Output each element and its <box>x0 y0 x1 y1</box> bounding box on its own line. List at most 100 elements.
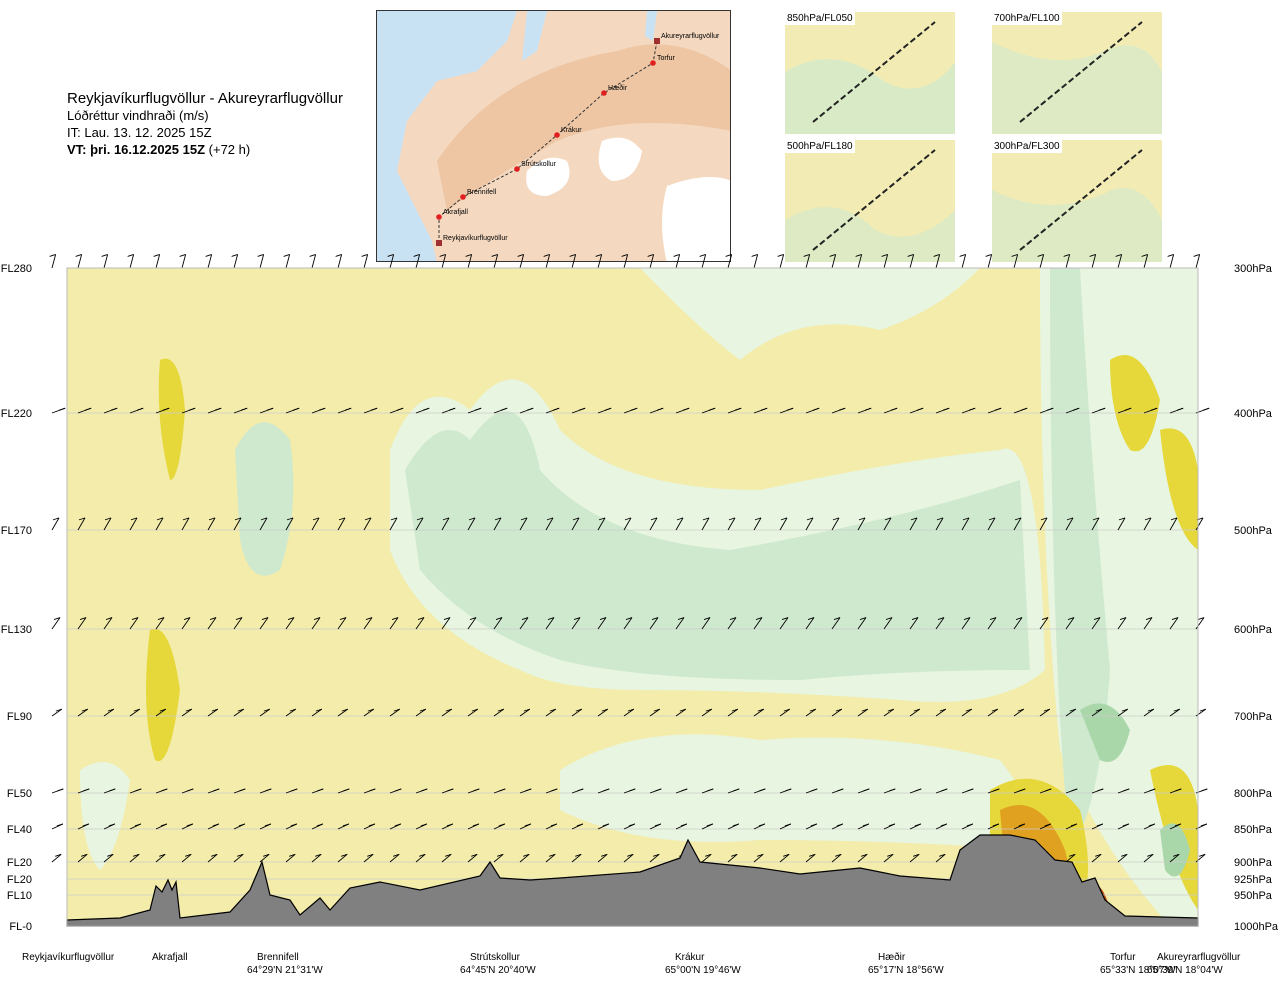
wind-barb-flag <box>735 407 742 411</box>
map-marker <box>514 166 520 172</box>
wind-barb-flag <box>289 853 296 857</box>
wind-barb-flag <box>335 254 342 257</box>
wind-barb <box>441 853 452 863</box>
wind-barb-flag <box>345 407 352 411</box>
wind-barb-flag <box>754 517 762 521</box>
wind-barb <box>363 517 372 531</box>
wind-barb-flag <box>447 788 454 792</box>
wind-barb <box>831 708 843 717</box>
map-marker <box>460 194 466 200</box>
wind-contour <box>405 411 1030 680</box>
wind-barb <box>181 708 193 717</box>
wind-barb <box>727 853 738 863</box>
wind-barb-flag <box>494 517 502 521</box>
wind-barb-flag <box>647 254 654 257</box>
wind-barb <box>753 853 764 863</box>
wind-barb-flag <box>420 823 428 827</box>
wind-barb-flag <box>579 407 586 411</box>
wind-barb-flag <box>81 853 88 857</box>
wind-barb <box>259 254 265 269</box>
wind-barb-flag <box>547 617 555 620</box>
wind-barb <box>831 853 842 863</box>
wind-barb-flag <box>829 254 836 257</box>
wind-barb-flag <box>862 823 870 827</box>
pressure-level-label: 925hPa <box>1234 874 1273 886</box>
wind-barb <box>961 254 967 269</box>
wind-barb-flag <box>1125 407 1132 411</box>
wind-barb <box>1169 853 1180 863</box>
wind-barb-flag <box>317 788 324 792</box>
wind-barb <box>571 708 583 717</box>
thumb-850: 850hPa/FL050 <box>785 12 955 134</box>
wind-barb-flag <box>732 823 740 827</box>
wind-barb-flag <box>1121 853 1128 857</box>
wind-barb <box>857 708 869 717</box>
wind-barb-flag <box>1089 254 1096 257</box>
wind-barb <box>831 517 840 531</box>
wind-barb <box>441 617 451 630</box>
wind-barb <box>519 617 529 630</box>
wind-barb-flag <box>757 853 764 857</box>
wind-barb <box>961 708 973 717</box>
wind-barb <box>363 708 375 717</box>
wind-barb-flag <box>261 617 269 620</box>
wind-barb-flag <box>1095 708 1102 712</box>
wind-barb-flag <box>135 788 142 792</box>
wind-barb-flag <box>855 254 862 257</box>
wind-barb <box>103 708 115 717</box>
wind-barb-flag <box>602 823 610 827</box>
wind-barb-flag <box>550 823 558 827</box>
wind-barb <box>51 617 61 630</box>
cross-section-chart: FL280 FL220 FL170 FL130 FL90 FL50 FL40 FL20 FL20… <box>1 254 1279 976</box>
wind-barb <box>1143 708 1155 717</box>
wind-barb-flag <box>1201 788 1208 792</box>
map-marker <box>436 214 442 220</box>
map-marker <box>436 240 442 246</box>
wind-barb-flag <box>941 788 948 792</box>
wind-barb <box>883 254 889 269</box>
wind-barb-flag <box>1099 407 1106 411</box>
wind-barb-flag <box>1119 617 1127 620</box>
wind-barb-flag <box>631 407 638 411</box>
wind-barb-flag <box>757 708 764 712</box>
wind-barb <box>909 517 918 531</box>
wind-barb-flag <box>969 407 976 411</box>
wind-barb-flag <box>159 708 166 712</box>
wind-barb-flag <box>289 708 296 712</box>
wind-barb <box>467 254 473 269</box>
wind-barb-flag <box>397 407 404 411</box>
wind-barb-flag <box>959 254 966 257</box>
wind-barb <box>1065 708 1077 717</box>
wind-barb <box>415 617 425 630</box>
wind-barb-flag <box>601 708 608 712</box>
location-label: Torfur <box>1110 952 1136 963</box>
wind-barb-flag <box>239 788 246 792</box>
wind-barb <box>181 254 187 269</box>
thumb-500: 500hPa/FL180 <box>785 140 955 262</box>
wind-barb <box>441 517 450 531</box>
wind-barb-flag <box>267 407 274 411</box>
wind-barb-flag <box>367 853 374 857</box>
wind-barb <box>415 853 426 863</box>
wind-barb-flag <box>1073 407 1080 411</box>
wind-barb <box>1091 708 1103 717</box>
wind-barb <box>77 517 86 531</box>
wind-barb <box>155 853 166 863</box>
wind-barb-flag <box>1167 254 1174 257</box>
wind-barb-flag <box>1171 617 1179 620</box>
wind-barb <box>753 708 765 717</box>
wind-barb-flag <box>293 407 300 411</box>
wind-barb-flag <box>1145 617 1153 620</box>
wind-barb <box>597 708 609 717</box>
wind-contour <box>1110 355 1160 452</box>
wind-barb-flag <box>189 407 196 411</box>
wind-barb <box>77 254 83 269</box>
wind-barb <box>103 517 112 531</box>
wind-barb <box>389 517 398 531</box>
wind-barb <box>77 708 89 717</box>
wind-barb <box>129 853 140 863</box>
wind-barb <box>623 517 632 531</box>
wind-barb <box>1117 708 1129 717</box>
wind-barb <box>1039 254 1045 269</box>
wind-barb-flag <box>471 853 478 857</box>
